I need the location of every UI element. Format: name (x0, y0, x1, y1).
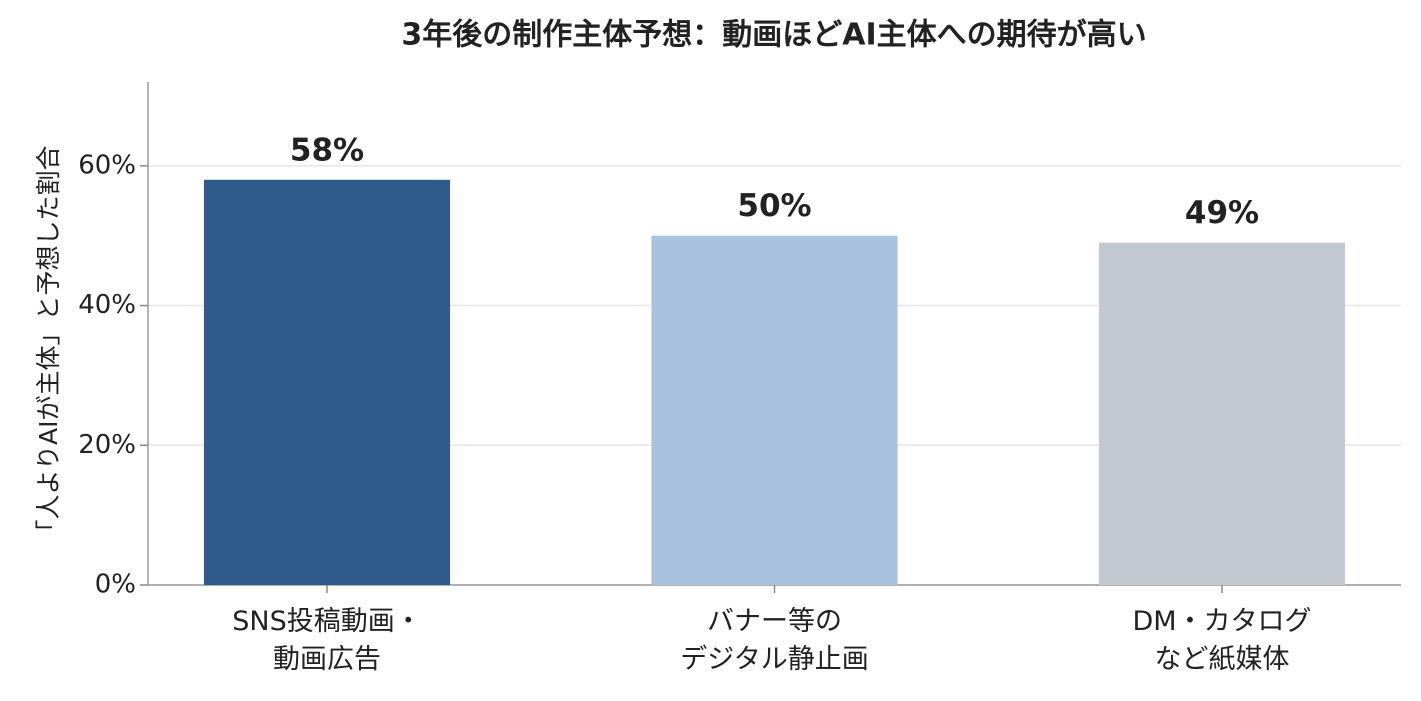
bar (651, 235, 898, 585)
bar (203, 179, 451, 586)
x-tick-label: バナー等の デジタル静止画 (680, 606, 869, 675)
y-tick-label: 20% (78, 430, 136, 460)
value-label: 49% (1185, 195, 1259, 231)
y-axis-label: 「人よりAIが主体」と予想した割合 (34, 146, 63, 545)
x-tick-label: SNS投稿動画・ 動画広告 (232, 606, 422, 675)
y-tick-label: 0% (95, 570, 136, 600)
y-tick-label: 40% (78, 290, 136, 320)
value-label: 50% (737, 188, 811, 224)
bar (1098, 242, 1346, 586)
y-tick-label: 60% (78, 150, 136, 180)
chart-title: 3年後の制作主体予想：動画ほどAI主体への期待が高い (401, 18, 1146, 53)
x-tick-label: DM・カタログ など紙媒体 (1132, 606, 1312, 675)
value-label: 58% (290, 132, 364, 168)
